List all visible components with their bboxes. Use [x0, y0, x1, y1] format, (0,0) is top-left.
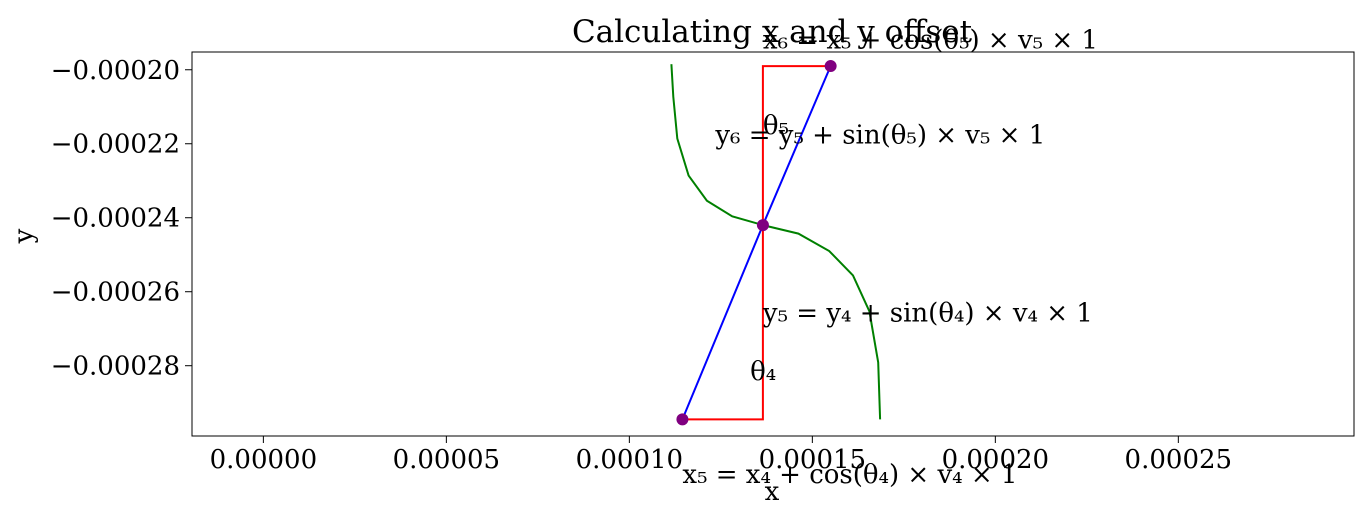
- y-tick-label-1: −0.00022: [51, 130, 180, 160]
- vector-line-0: [681, 224, 764, 420]
- data-point-0: [676, 413, 689, 426]
- chart-title: Calculating x and y offset: [572, 14, 973, 50]
- y-tick-label-2: −0.00024: [51, 204, 180, 234]
- data-point-2: [824, 60, 837, 73]
- x-tick-label-2: 0.00010: [576, 445, 684, 475]
- angle-arc-1: [670, 64, 764, 227]
- annotation-0: x₆ = x₅ + cos(θ₅) × v₅ × 1: [763, 26, 1098, 56]
- x-axis-label: x: [765, 477, 780, 507]
- x-tick-label-5: 0.00025: [1125, 445, 1233, 475]
- annotation-1: y₆ = y₅ + sin(θ₅) × v₅ × 1: [714, 121, 1045, 151]
- vector-line-1: [761, 65, 832, 226]
- annotation-2: θ₅: [763, 111, 789, 141]
- component-line-1: [761, 65, 831, 226]
- x-tick-label-1: 0.00005: [393, 445, 501, 475]
- x-tick-label-0: 0.00000: [210, 445, 318, 475]
- y-tick-label-3: −0.00026: [51, 278, 180, 308]
- plot-frame: [191, 51, 1355, 437]
- annotation-5: x₅ = x₄ + cos(θ₄) × v₄ × 1: [682, 460, 1017, 490]
- annotation-3: y₅ = y₄ + sin(θ₄) × v₄ × 1: [762, 298, 1093, 328]
- y-tick-label-4: −0.00028: [51, 352, 180, 382]
- component-line-0: [682, 225, 764, 421]
- x-tick-label-3: 0.00015: [759, 445, 867, 475]
- y-tick-label-0: −0.00020: [51, 56, 180, 86]
- data-point-1: [756, 219, 769, 232]
- y-axis-label: y: [9, 228, 39, 244]
- angle-arc-0: [762, 224, 882, 420]
- x-tick-label-4: 0.00020: [942, 445, 1050, 475]
- annotation-4: θ₄: [750, 357, 776, 387]
